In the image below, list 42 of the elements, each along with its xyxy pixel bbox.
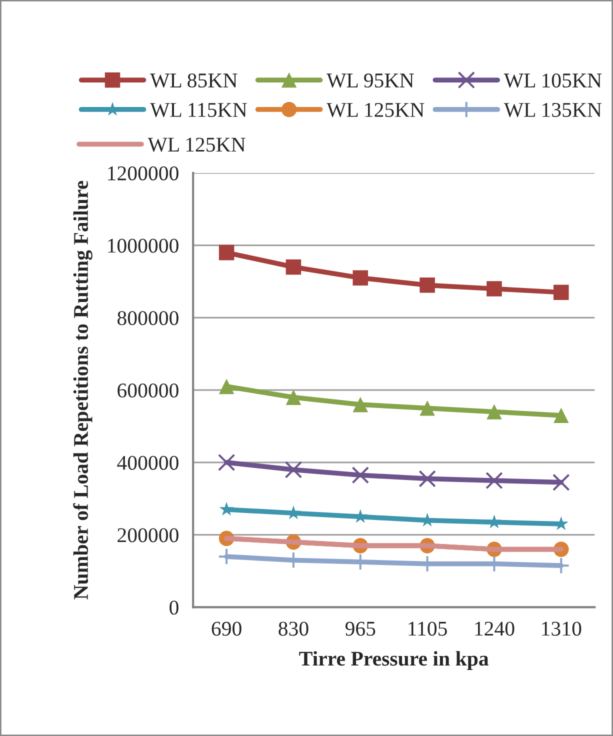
- point: [284, 461, 302, 478]
- point: [286, 390, 302, 405]
- y-tick-label: 800000: [118, 311, 178, 326]
- point: [486, 514, 502, 528]
- x-tick-label: 1105: [408, 622, 447, 636]
- point: [219, 502, 234, 516]
- x-tick-label: 1240: [475, 622, 514, 636]
- y-tick-label: 600000: [118, 383, 178, 398]
- legend-label: WL 135KN: [504, 102, 602, 118]
- y-tick-label: 400000: [117, 456, 178, 470]
- point: [554, 408, 569, 424]
- point: [218, 244, 234, 260]
- y-tick-label: 1200000: [108, 166, 178, 180]
- x-tick-label: 830: [278, 622, 308, 636]
- legend-label: WL 95KN: [326, 74, 414, 88]
- y-axis-title: Number of Load Repetitions to Rutting Failure: [73, 180, 92, 600]
- legend-label: WL 125KN: [148, 138, 246, 152]
- point: [418, 470, 436, 488]
- x-tick-label: 690: [212, 622, 242, 636]
- legend-label: WL 85KN: [150, 73, 238, 88]
- legend-label: WL 115KN: [150, 103, 247, 118]
- y-tick-label: 0: [170, 600, 178, 615]
- point: [352, 466, 370, 484]
- point: [486, 404, 502, 420]
- legend-label: WL 105KN: [504, 73, 602, 88]
- point: [554, 284, 569, 300]
- y-tick-label: 200000: [118, 528, 178, 542]
- point: [486, 281, 502, 296]
- x-axis-title: Tirre Pressure in kpa: [299, 651, 489, 670]
- point: [352, 270, 368, 286]
- point: [218, 378, 234, 394]
- point: [218, 454, 236, 472]
- point: [486, 472, 503, 490]
- legend-label: WL 125KN: [326, 102, 424, 118]
- x-tick-label: 1310: [542, 622, 582, 636]
- point: [420, 400, 435, 416]
- point: [286, 259, 302, 275]
- x-tick-label: 965: [345, 622, 376, 636]
- point: [420, 278, 435, 293]
- y-tick-label: 1000000: [108, 238, 178, 253]
- point: [552, 474, 570, 492]
- point: [352, 396, 368, 412]
